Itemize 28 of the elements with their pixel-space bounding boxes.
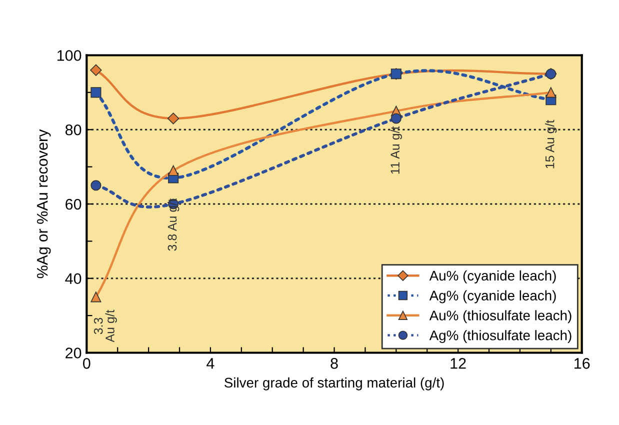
point (546, 87, 556, 98)
legend-label: Ag% (cyanide leach) (429, 290, 556, 304)
x-tick-label: 8 (330, 358, 338, 369)
y-tick-label: 20 (66, 348, 82, 358)
point (168, 112, 180, 124)
x-tick-label: 4 (206, 358, 214, 369)
legend-label: Au% (thiosulfate leach) (429, 310, 572, 324)
x-tick-label: 16 (574, 358, 590, 369)
annotation: 3.3 Au g/t (94, 310, 117, 342)
point (390, 113, 402, 124)
annotation: 3.8 Au g/t (167, 198, 180, 251)
legend-label: Au% (cyanide leach) (429, 270, 556, 284)
y-tick-label: 80 (65, 124, 82, 136)
x-tick-label: 12 (450, 358, 466, 369)
x-tick-label: 0 (83, 358, 90, 369)
y-tick-label: 60 (66, 198, 82, 210)
point (90, 64, 102, 76)
point (168, 165, 179, 176)
point (90, 87, 102, 98)
legend-label: Ag% (thiosulfate leach) (429, 330, 572, 344)
y-tick-label: 40 (65, 273, 82, 284)
y-axis-title: %Ag or %Au recovery (36, 129, 51, 278)
annotation: 15 Au g/t (545, 120, 557, 168)
x-axis-title: Silver grade of starting material (g/t) (224, 377, 444, 390)
point (90, 292, 102, 302)
y-tick-label: 100 (57, 50, 82, 61)
annotation: 11 Au g/t (390, 126, 402, 174)
point (90, 180, 102, 191)
